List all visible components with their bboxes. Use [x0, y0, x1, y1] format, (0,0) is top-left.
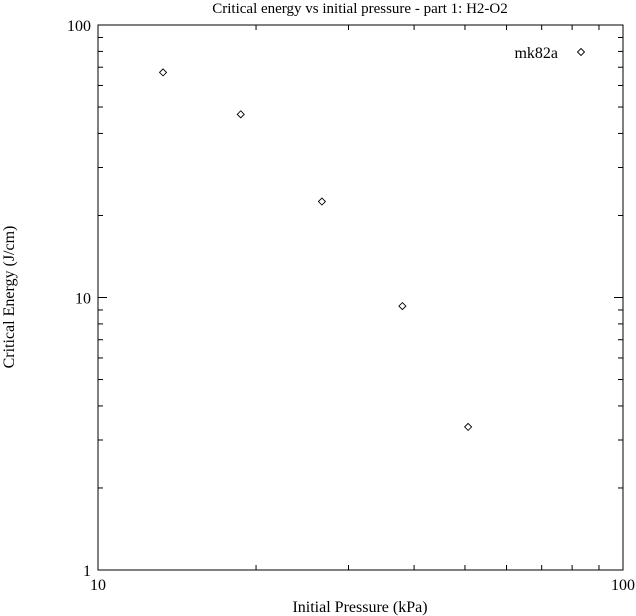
x-axis-label: Initial Pressure (kPa) — [292, 599, 427, 616]
x-tick-label: 100 — [611, 577, 635, 594]
legend: mk82a — [514, 45, 586, 62]
y-tick-label: 1 — [83, 563, 91, 580]
y-axis-label: Critical Energy (J/cm) — [1, 226, 18, 369]
data-points — [158, 68, 473, 432]
data-point — [158, 68, 168, 77]
legend-marker — [576, 47, 586, 57]
data-point — [398, 301, 407, 311]
axis-ticks — [97, 25, 623, 571]
chart-title: Critical energy vs initial pressure - pa… — [212, 1, 507, 17]
x-tick-label: 10 — [90, 577, 106, 594]
y-tick-label: 100 — [67, 18, 91, 35]
plot-frame — [97, 24, 624, 571]
legend-label: mk82a — [514, 45, 558, 62]
data-point — [463, 422, 473, 432]
data-point — [236, 110, 245, 119]
y-tick-label: 10 — [75, 291, 91, 308]
data-point — [317, 197, 327, 206]
